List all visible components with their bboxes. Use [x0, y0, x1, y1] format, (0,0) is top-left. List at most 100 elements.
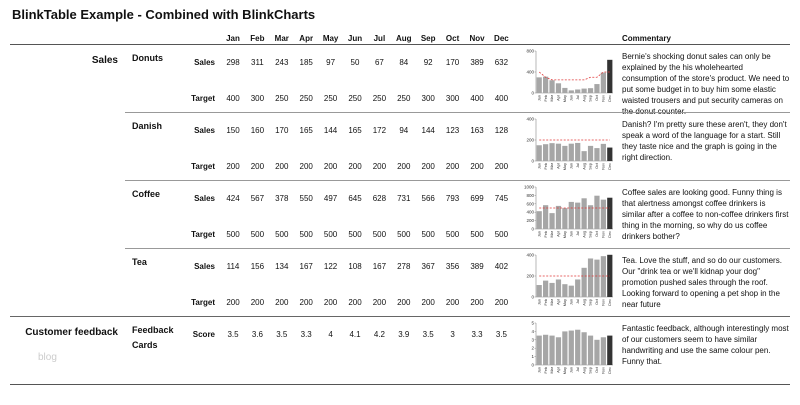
month-label: Jul [576, 299, 580, 304]
bar [581, 267, 587, 297]
month-label: Dec [608, 367, 612, 374]
cell-value: 200 [275, 298, 289, 307]
bar [575, 202, 581, 229]
bar [562, 87, 568, 93]
month-label: Dec [608, 95, 612, 102]
item-name: Tea [132, 257, 147, 267]
y-tick-label: 400 [526, 210, 534, 215]
cell-value: 3.3 [471, 330, 483, 339]
month-header: Mar [274, 34, 289, 43]
cell-value: 200 [250, 162, 265, 171]
item-name: Feedback Cards [132, 325, 174, 350]
cell-value: 500 [250, 230, 265, 239]
y-tick-label: 0 [531, 227, 534, 232]
cell-value: 567 [250, 194, 265, 203]
cell-value: 632 [494, 58, 509, 67]
cell-value: 200 [445, 162, 460, 171]
bar [600, 256, 606, 297]
bar [568, 90, 574, 93]
y-tick-label: 400 [526, 70, 534, 75]
month-label: Nov [602, 367, 606, 374]
month-label: Feb [544, 95, 548, 102]
month-label: Feb [544, 367, 548, 374]
bar [607, 335, 613, 365]
bar [543, 334, 549, 365]
month-header: Nov [469, 34, 485, 43]
cell-value: 250 [348, 94, 362, 103]
y-tick-label: 200 [526, 218, 534, 223]
month-label: Jul [576, 231, 580, 236]
month-label: Oct [595, 94, 599, 101]
month-label: Jan [537, 231, 541, 237]
mini-chart: 0 200 400 600 800 1000 Jan Feb Mar Apr May Jun Jul Au… [524, 185, 613, 238]
group-label: Customer feedback [25, 327, 118, 338]
y-tick-label: 3 [531, 337, 534, 342]
cell-value: 298 [226, 58, 240, 67]
bar [581, 198, 587, 229]
cell-value: 300 [445, 94, 460, 103]
month-label: Sep [589, 95, 593, 102]
bar [587, 205, 594, 229]
cell-value: 150 [226, 126, 240, 135]
cell-value: 200 [250, 298, 265, 307]
cell-value: 3.3 [300, 330, 312, 339]
cell-value: 500 [226, 230, 240, 239]
bar [543, 205, 549, 229]
cell-value: 108 [348, 262, 362, 271]
month-label: Aug [582, 95, 586, 102]
bar [581, 88, 587, 93]
cell-value: 731 [397, 194, 411, 203]
bar [575, 279, 581, 297]
y-tick-label: 200 [526, 138, 534, 143]
commentary-header: Commentary [622, 34, 671, 43]
mini-chart: 0 200 400 Jan Feb Mar Apr May Jun Jul Aug Sep Oct Nov… [526, 253, 613, 306]
rule-line [10, 384, 790, 385]
cell-value: 200 [275, 162, 289, 171]
y-tick-label: 400 [526, 253, 534, 258]
item-name: Coffee [132, 189, 161, 199]
rule-line [125, 112, 790, 113]
cell-value: 200 [323, 162, 338, 171]
cell-value: 200 [397, 298, 411, 307]
month-label: Nov [602, 95, 606, 102]
bar [587, 335, 594, 365]
cell-value: 84 [399, 58, 409, 67]
cell-value: 645 [348, 194, 362, 203]
bar [587, 145, 594, 161]
bar [575, 89, 581, 93]
month-label: May [563, 231, 567, 238]
bar [568, 285, 574, 297]
cell-value: 50 [350, 58, 360, 67]
rule-line [10, 316, 790, 317]
bar [536, 145, 542, 161]
cell-value: 94 [399, 126, 409, 135]
bar [536, 335, 542, 365]
month-header: Aug [396, 34, 412, 43]
bar [581, 151, 587, 161]
cell-value: 160 [250, 126, 265, 135]
row-label: Target [191, 162, 215, 171]
month-label: Aug [582, 367, 586, 374]
cell-value: 97 [326, 58, 336, 67]
bar [562, 208, 568, 229]
y-tick-label: 200 [526, 274, 534, 279]
cell-value: 128 [494, 126, 509, 135]
month-label: Jun [569, 95, 573, 101]
item-name: Donuts [132, 53, 163, 63]
y-tick-label: 0 [531, 363, 534, 368]
commentary-text: Coffee sales are looking good. Funny thi… [622, 188, 789, 241]
cell-value: 3.5 [422, 330, 434, 339]
cell-value: 278 [397, 262, 411, 271]
cell-value: 122 [323, 262, 338, 271]
month-label: Sep [589, 163, 593, 170]
bar [568, 330, 574, 365]
month-label: Jun [569, 367, 573, 373]
cell-value: 367 [421, 262, 435, 271]
bar [587, 88, 594, 93]
month-label: Sep [589, 367, 593, 374]
cell-value: 167 [299, 262, 313, 271]
y-tick-label: 800 [526, 49, 534, 54]
bar [562, 284, 568, 297]
y-tick-label: 1 [531, 354, 534, 359]
cell-value: 793 [445, 194, 460, 203]
